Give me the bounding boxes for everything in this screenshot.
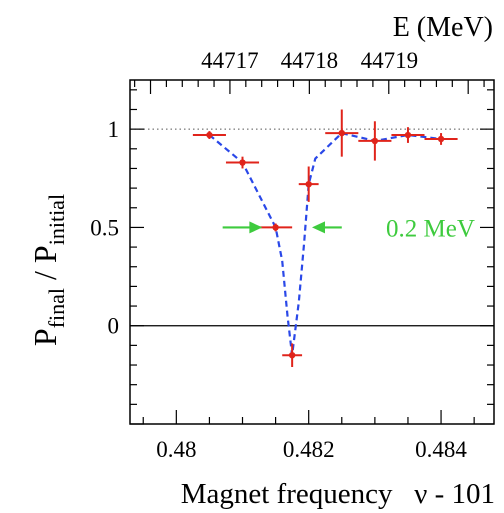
data-marker [272, 224, 279, 231]
top-tick-label: 44719 [361, 48, 419, 73]
data-point-1 [225, 156, 260, 169]
data-point-5 [325, 109, 359, 157]
data-marker [239, 159, 246, 166]
data-marker [338, 129, 345, 137]
annotation-label: 0.2 MeV [386, 215, 475, 242]
y-label-sep: / [27, 263, 63, 288]
annotation-arrow-left [222, 221, 263, 234]
data-point-4 [298, 166, 319, 202]
top-tick-label: 44718 [281, 48, 339, 73]
plot-frame [129, 79, 495, 425]
data-point-8 [424, 133, 458, 145]
fit-curve [208, 131, 442, 356]
data-point-0 [192, 131, 226, 139]
y-label-final: final [44, 288, 69, 328]
annotation-arrow-right [312, 221, 342, 234]
data-point-6 [358, 121, 392, 161]
x-tick-label: 0.482 [283, 437, 335, 462]
data-marker [437, 135, 445, 143]
y-tick-label: 0.5 [90, 215, 119, 240]
data-point-7 [391, 127, 425, 143]
y-label-initial: initial [44, 194, 69, 245]
x-tick-label: 0.48 [156, 437, 196, 462]
data-point-2 [259, 223, 293, 232]
data-marker [305, 180, 312, 188]
arrow-head [249, 221, 263, 234]
data-marker [404, 131, 412, 139]
y-tick-label: 1 [108, 117, 120, 142]
plot-area: 0.2 MeV 0 0.5 1 0.48 0.482 0.484 44717 44718 4471… [90, 48, 495, 462]
top-axis-title: E (MeV) [393, 12, 493, 43]
data-marker [371, 137, 379, 145]
x-tick-label: 0.484 [415, 437, 467, 462]
y-label-p1: P [27, 328, 63, 346]
data-marker [288, 352, 296, 359]
data-marker [206, 131, 213, 139]
data-point-3 [282, 343, 303, 367]
y-label-p2: P [27, 245, 63, 263]
y-tick-label: 0 [108, 314, 120, 339]
x-axis-label: Magnet frequency ν - 101 [181, 478, 495, 510]
top-tick-label: 44717 [201, 48, 259, 73]
y-axis-label: Pfinal / Pinitial [27, 194, 69, 346]
arrow-head [312, 221, 325, 234]
